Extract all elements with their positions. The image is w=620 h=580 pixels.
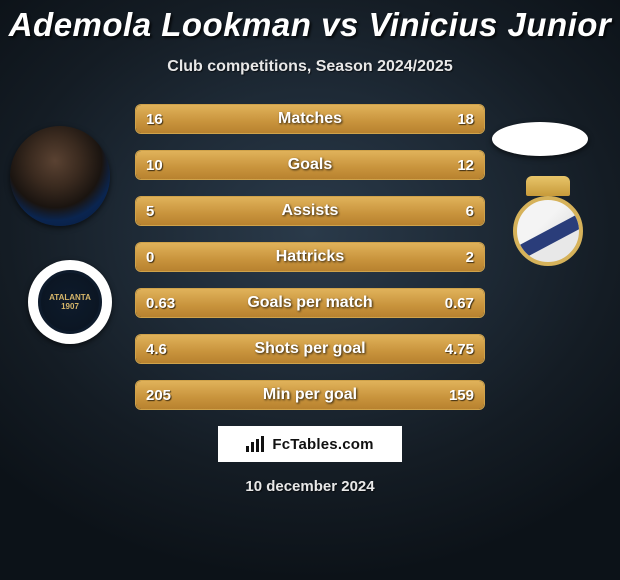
stat-label: Goals xyxy=(136,151,484,179)
stat-row: 1012Goals xyxy=(135,150,485,180)
club-right-badge xyxy=(498,170,598,270)
stat-row: 02Hattricks xyxy=(135,242,485,272)
stat-row: 4.64.75Shots per goal xyxy=(135,334,485,364)
date: 10 december 2024 xyxy=(0,478,620,495)
bar-chart-icon xyxy=(246,436,266,452)
stat-row: 205159Min per goal xyxy=(135,380,485,410)
real-madrid-icon xyxy=(508,172,588,268)
stat-label: Matches xyxy=(136,105,484,133)
stat-label: Shots per goal xyxy=(136,335,484,363)
player-right-photo xyxy=(492,122,588,156)
subtitle: Club competitions, Season 2024/2025 xyxy=(0,58,620,76)
stat-row: 56Assists xyxy=(135,196,485,226)
footer-label: FcTables.com xyxy=(272,436,373,453)
stat-label: Goals per match xyxy=(136,289,484,317)
atalanta-icon: ATALANTA1907 xyxy=(38,270,102,334)
stat-label: Hattricks xyxy=(136,243,484,271)
page-title: Ademola Lookman vs Vinicius Junior xyxy=(0,0,620,44)
fctables-logo: FcTables.com xyxy=(218,426,402,462)
stat-label: Assists xyxy=(136,197,484,225)
player-left-photo xyxy=(10,126,110,226)
stat-row: 1618Matches xyxy=(135,104,485,134)
comparison-chart: 1618Matches 1012Goals 56Assists 02Hattricks… xyxy=(135,104,485,410)
stat-row: 0.630.67Goals per match xyxy=(135,288,485,318)
stat-label: Min per goal xyxy=(136,381,484,409)
club-left-badge: ATALANTA1907 xyxy=(28,260,112,344)
